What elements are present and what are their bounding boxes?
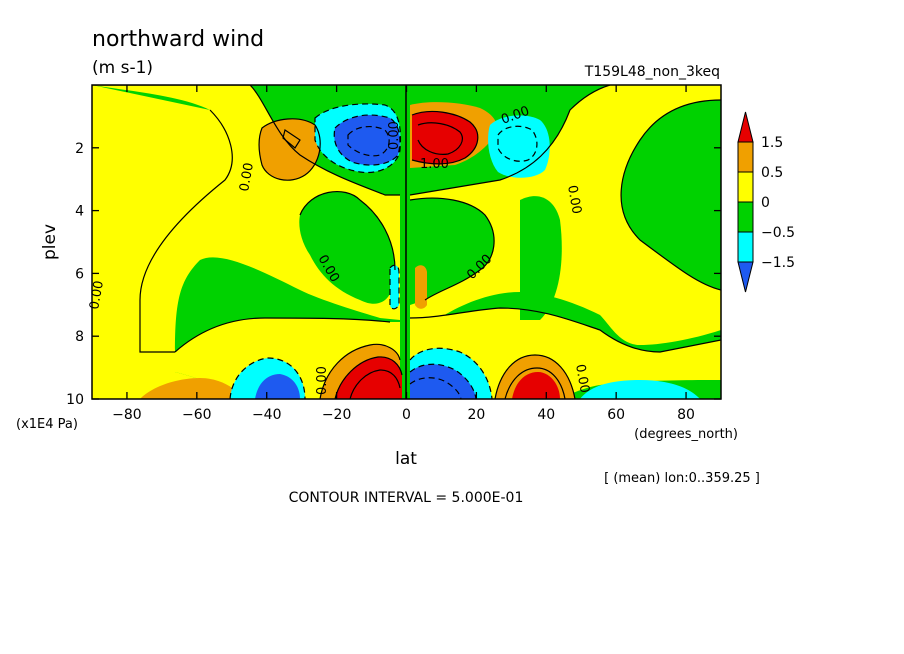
- contour-neg-f: [409, 347, 493, 399]
- field-cyan-lower-right: [580, 380, 700, 399]
- x-tick-label: −60: [182, 407, 212, 423]
- x-tick-label: 80: [677, 407, 695, 423]
- contour-neg-i: [389, 264, 400, 310]
- contour-pos-g: [319, 343, 401, 399]
- y-axis-scale: (x1E4 Pa): [16, 417, 78, 432]
- x-tick-label: 60: [607, 407, 625, 423]
- field-blue-lower-center-right: [410, 364, 476, 399]
- y-tick-label: 6: [75, 266, 84, 282]
- contour-zero-f: [409, 197, 495, 301]
- contour-pos-e: [494, 354, 576, 399]
- contour-pos-a: [258, 118, 321, 181]
- contour-label: 1.00: [420, 157, 449, 172]
- contour-lines: [92, 85, 721, 399]
- colorbar-label: 0: [761, 195, 770, 211]
- contour-field: [92, 85, 721, 399]
- contour-pos-i: [349, 369, 401, 399]
- field-green-center-right: [410, 198, 495, 305]
- contour-neg-h: [409, 377, 462, 399]
- contour-neg-d: [497, 125, 538, 162]
- field-yellow-left-lower: [92, 85, 240, 399]
- colorbar-box: [737, 201, 754, 233]
- colorbar-box: [737, 171, 754, 203]
- field-orange-upper-left: [259, 118, 321, 181]
- colorbar-label: −1.5: [761, 255, 795, 271]
- run-label: T159L48_non_3keq: [584, 64, 720, 80]
- colorbar-box: [737, 231, 754, 263]
- contour-label: 0.00: [564, 184, 584, 215]
- field-yellow-right-upper: [410, 85, 721, 345]
- field-red-lower-center: [335, 356, 402, 399]
- x-axis: −80 −60 −40 −20 0 20 40 60 80: [112, 85, 695, 423]
- field-cyan-mid-left: [390, 265, 399, 309]
- contour-pos-b: [282, 129, 301, 149]
- contour-lines-negative: [229, 103, 538, 399]
- field-orange-mid-right: [415, 265, 427, 309]
- mean-note: [ (mean) lon:0..359.25 ]: [604, 471, 760, 486]
- x-axis-title: lat: [395, 449, 417, 469]
- contour-zero-g: [174, 317, 391, 353]
- contour-pos-c: [411, 110, 479, 165]
- y-tick-label: 4: [75, 204, 84, 220]
- y-tick-label: 8: [75, 329, 84, 345]
- x-tick-label: −80: [112, 407, 142, 423]
- y-axis-title: plev: [40, 224, 60, 260]
- field-cyan-upper-right: [488, 115, 550, 178]
- contour-zero-a: [92, 85, 400, 196]
- contour-zero-h: [409, 307, 721, 353]
- x-tick-label: −20: [322, 407, 352, 423]
- field-yellow-left-upper: [92, 85, 400, 352]
- contour-label: 0.00: [387, 121, 402, 150]
- contour-pos-f: [504, 367, 566, 399]
- contour-zero-c: [409, 85, 611, 196]
- contour-zero-b: [139, 109, 233, 353]
- chart-units: (m s-1): [92, 58, 153, 78]
- y-tick-label: 10: [66, 392, 84, 408]
- contour-neg-b: [333, 114, 401, 166]
- y-axis: 2 4 6 8 10: [66, 141, 721, 408]
- chart-title: northward wind: [92, 27, 264, 52]
- colorbar-label: 0.5: [761, 165, 783, 181]
- y-tick-label: 2: [75, 141, 84, 157]
- contour-zero-e: [299, 191, 396, 271]
- x-tick-label: 40: [537, 407, 555, 423]
- contour-label: 0.00: [237, 162, 257, 193]
- contour-pos-d: [417, 122, 463, 155]
- colorbar-box: [737, 141, 754, 173]
- contour-interval: CONTOUR INTERVAL = 5.000E-01: [289, 490, 524, 506]
- field-yellow-right-lower: [410, 308, 721, 399]
- colorbar-arrow-top: [737, 111, 754, 143]
- field-red-lower-right: [512, 372, 560, 399]
- colorbar-arrow-bottom: [737, 261, 754, 293]
- field-orange-lower-left-edge: [140, 378, 245, 399]
- contour-neg-a: [314, 103, 402, 174]
- colorbar: 1.5 0.5 0 −0.5 −1.5: [737, 111, 795, 293]
- contour-label: 0.00: [572, 363, 592, 394]
- contour-neg-e: [229, 357, 306, 399]
- field-green-right-mid: [520, 196, 562, 320]
- x-axis-units: (degrees_north): [634, 427, 738, 442]
- field-green-center-left: [299, 191, 395, 304]
- contour-zero-d: [620, 99, 721, 291]
- colorbar-label: 1.5: [761, 135, 783, 151]
- colorbar-label: −0.5: [761, 225, 795, 241]
- contour-neg-g: [409, 363, 477, 399]
- contour-neg-c: [347, 125, 390, 157]
- x-tick-label: 0: [402, 407, 411, 423]
- contour-pos-h: [334, 356, 403, 399]
- contour-label: 0.00: [315, 366, 330, 395]
- x-tick-label: −40: [252, 407, 282, 423]
- x-tick-label: 20: [467, 407, 485, 423]
